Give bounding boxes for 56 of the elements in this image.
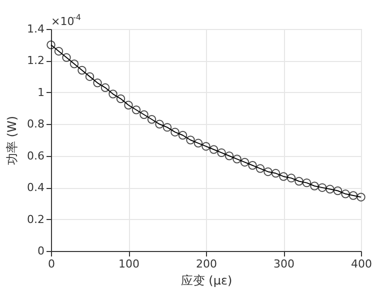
point [318, 183, 327, 192]
x-tick-label: 0 [48, 258, 55, 270]
y-tick-label: 0.2 [27, 212, 44, 226]
point [202, 142, 210, 151]
point [162, 122, 172, 132]
x-tick-label: 300 [274, 258, 294, 270]
point [294, 176, 304, 186]
y-tick-label: 1 [38, 86, 44, 99]
y-tick-label: 1.2 [27, 54, 44, 68]
point [116, 94, 126, 104]
point [155, 120, 164, 129]
point [132, 106, 141, 114]
x-tick-label: 100 [118, 258, 140, 270]
x-tick-label: 400 [351, 258, 372, 270]
point [248, 161, 257, 170]
point [232, 154, 242, 164]
point [333, 186, 342, 196]
point [279, 172, 288, 181]
x-axis-title: 应变 (με) [180, 274, 232, 288]
point [356, 192, 366, 202]
point [147, 115, 156, 124]
point [124, 100, 133, 110]
y-tick-label: 0.4 [27, 181, 44, 194]
point [85, 72, 94, 81]
point [170, 128, 180, 136]
point [224, 151, 234, 160]
point [54, 46, 64, 56]
point [100, 83, 110, 92]
point [348, 191, 358, 200]
point [271, 168, 280, 178]
point [209, 145, 218, 154]
y-tick-label: 0.6 [27, 149, 44, 162]
point [93, 78, 102, 88]
point [78, 66, 86, 75]
point [240, 158, 250, 167]
y-tick-label: 1.4 [27, 22, 44, 36]
y-tick-label: 0 [38, 244, 44, 258]
point [302, 178, 312, 188]
point [178, 130, 188, 140]
y-axis-title: 功率 (W) [5, 116, 20, 166]
point [286, 174, 296, 182]
point [341, 190, 350, 198]
point [264, 167, 272, 176]
y-tick-label: 0.8 [27, 118, 44, 131]
point [194, 138, 203, 148]
point [108, 90, 118, 98]
point [140, 110, 148, 119]
point [70, 60, 79, 68]
point [186, 136, 195, 144]
point [310, 182, 319, 190]
point [326, 184, 334, 194]
point [46, 40, 56, 50]
point [256, 164, 265, 173]
x-tick-label: 200 [196, 258, 217, 270]
point [62, 53, 71, 62]
point [217, 148, 226, 158]
